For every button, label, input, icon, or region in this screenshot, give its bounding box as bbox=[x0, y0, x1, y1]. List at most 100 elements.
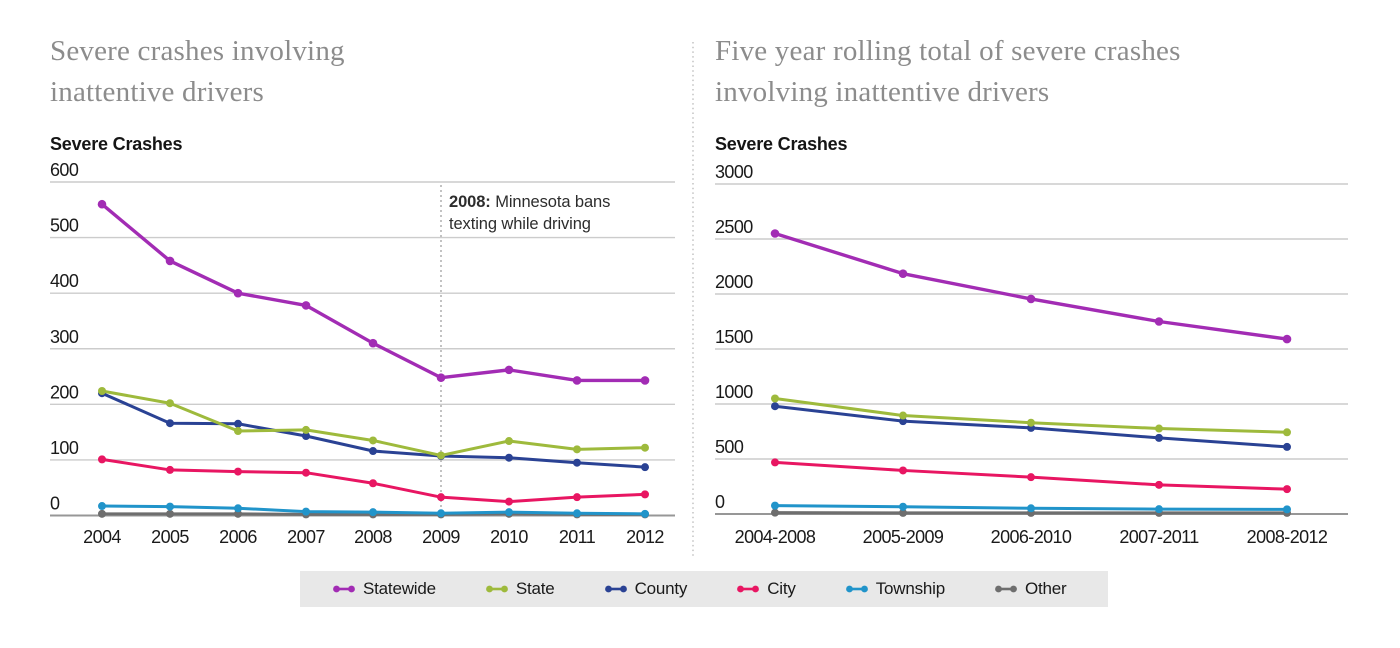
left-chart-point-township-2009 bbox=[437, 509, 445, 518]
legend-item-city: City bbox=[736, 579, 796, 599]
right-chart-xtick-2007-2011: 2007-2011 bbox=[1119, 527, 1199, 547]
right-chart-point-city-2005-2009 bbox=[899, 466, 907, 475]
left-chart-point-state-2005 bbox=[166, 399, 174, 408]
left-chart-point-statewide-2009 bbox=[436, 373, 446, 382]
legend-marker-city-icon bbox=[737, 585, 760, 593]
right-chart-series-statewide bbox=[773, 231, 1289, 341]
right-chart-ytick-2000: 2000 bbox=[715, 272, 753, 292]
right-chart-point-city-2008-2012 bbox=[1283, 485, 1291, 494]
right-chart-point-statewide-2006-2010 bbox=[1026, 294, 1036, 304]
left-chart-xtick-2006: 2006 bbox=[219, 527, 257, 547]
legend-label: City bbox=[767, 579, 796, 598]
legend-marker-county-icon bbox=[604, 585, 627, 593]
left-chart-point-statewide-2007 bbox=[301, 301, 311, 310]
legend: Statewide State County City Township Other bbox=[300, 571, 1108, 607]
left-chart-point-county-2011 bbox=[573, 458, 581, 467]
left-chart-ytick-0: 0 bbox=[50, 494, 60, 514]
right-chart-ytick-2500: 2500 bbox=[715, 217, 753, 237]
right-chart-point-state-2006-2010 bbox=[1027, 418, 1035, 427]
left-chart-point-township-2004 bbox=[98, 502, 106, 511]
right-chart-point-state-2004-2008 bbox=[771, 394, 779, 403]
right-chart-point-state-2007-2011 bbox=[1155, 424, 1163, 433]
right-chart-title-line2: involving inattentive drivers bbox=[715, 76, 1050, 108]
left-chart-ytick-300: 300 bbox=[50, 327, 79, 347]
left-chart-point-county-2008 bbox=[369, 447, 377, 456]
left-chart-point-city-2007 bbox=[302, 468, 310, 477]
right-chart-xtick-2006-2010: 2006-2010 bbox=[991, 527, 1072, 547]
legend-item-state: State bbox=[485, 579, 555, 599]
annotation-line2: texting while driving bbox=[449, 215, 591, 233]
left-chart-point-state-2006 bbox=[234, 427, 242, 436]
right-chart-point-statewide-2005-2009 bbox=[898, 269, 908, 278]
right-chart-point-statewide-2004-2008 bbox=[770, 229, 780, 238]
left-chart-point-state-2012 bbox=[641, 443, 649, 452]
left-chart-point-city-2010 bbox=[505, 497, 513, 506]
right-chart-point-township-2005-2009 bbox=[899, 502, 907, 511]
right-chart-point-county-2008-2012 bbox=[1283, 442, 1291, 451]
left-chart-point-county-2012 bbox=[641, 463, 649, 472]
right-chart-ytick-500: 500 bbox=[715, 437, 744, 457]
left-chart-title-line1: Severe crashes involving bbox=[50, 35, 345, 67]
right-chart-point-county-2007-2011 bbox=[1155, 433, 1163, 442]
left-chart-point-city-2009 bbox=[437, 493, 445, 502]
legend-label: Statewide bbox=[363, 579, 436, 598]
left-y-axis-title: Severe Crashes bbox=[50, 134, 183, 154]
left-chart-ytick-500: 500 bbox=[50, 216, 79, 236]
right-chart-point-state-2008-2012 bbox=[1283, 428, 1291, 437]
right-chart-point-city-2004-2008 bbox=[771, 458, 779, 467]
left-chart-point-state-2004 bbox=[98, 386, 106, 395]
left-chart-point-statewide-2011 bbox=[572, 376, 582, 385]
right-chart-point-statewide-2007-2011 bbox=[1154, 317, 1164, 326]
left-chart-point-city-2011 bbox=[573, 493, 581, 502]
left-chart-point-township-2005 bbox=[166, 502, 174, 511]
right-chart-point-statewide-2008-2012 bbox=[1282, 334, 1292, 344]
right-chart-xtick-2008-2012: 2008-2012 bbox=[1247, 527, 1328, 547]
left-chart-ytick-200: 200 bbox=[50, 382, 79, 402]
left-chart-point-statewide-2008 bbox=[368, 338, 378, 348]
right-chart-point-city-2006-2010 bbox=[1027, 473, 1035, 482]
legend-label: Township bbox=[875, 579, 945, 598]
right-chart-ytick-1000: 1000 bbox=[715, 382, 753, 402]
legend-label: Other bbox=[1025, 579, 1067, 598]
left-chart-point-township-2011 bbox=[573, 509, 581, 518]
left-chart-point-state-2011 bbox=[573, 445, 581, 454]
left-chart-ytick-100: 100 bbox=[50, 438, 79, 458]
legend-label: State bbox=[515, 579, 555, 598]
left-chart-point-township-2010 bbox=[505, 508, 513, 517]
left-chart-point-city-2004 bbox=[98, 455, 106, 464]
left-chart-point-statewide-2012 bbox=[640, 376, 650, 385]
right-chart-point-state-2005-2009 bbox=[899, 411, 907, 420]
right-chart-point-township-2006-2010 bbox=[1027, 504, 1035, 513]
legend-label: County bbox=[634, 579, 688, 598]
right-chart-title-line1: Five year rolling total of severe crashe… bbox=[715, 35, 1181, 67]
left-chart-xtick-2004: 2004 bbox=[83, 527, 121, 547]
right-chart-point-county-2004-2008 bbox=[771, 402, 779, 411]
annotation-year: 2008: bbox=[449, 193, 491, 211]
right-chart-point-city-2007-2011 bbox=[1155, 480, 1163, 489]
left-chart-point-township-2006 bbox=[234, 504, 242, 513]
right-y-axis-title: Severe Crashes bbox=[715, 134, 848, 154]
right-chart-ytick-3000: 3000 bbox=[715, 162, 753, 182]
legend-item-statewide: Statewide bbox=[332, 579, 436, 599]
right-chart-xtick-2004-2008: 2004-2008 bbox=[735, 527, 816, 547]
left-chart-point-state-2010 bbox=[505, 437, 513, 446]
right-chart-title: Five year rolling total of severe crashe… bbox=[715, 31, 1181, 113]
left-chart-xtick-2005: 2005 bbox=[151, 527, 189, 547]
left-chart-point-county-2010 bbox=[505, 453, 513, 462]
legend-marker-state-icon bbox=[485, 585, 508, 593]
left-chart-xtick-2012: 2012 bbox=[626, 527, 664, 547]
left-chart-xtick-2011: 2011 bbox=[559, 527, 596, 547]
left-chart-point-city-2006 bbox=[234, 467, 242, 476]
left-chart-point-statewide-2004 bbox=[97, 199, 107, 209]
left-chart-point-other-2005 bbox=[166, 509, 174, 518]
right-chart-point-township-2004-2008 bbox=[771, 501, 779, 510]
right-chart-point-county-2005-2009 bbox=[899, 417, 907, 426]
left-chart-point-county-2005 bbox=[166, 419, 174, 428]
left-chart-point-statewide-2005 bbox=[165, 256, 175, 266]
legend-item-township: Township bbox=[845, 579, 945, 599]
left-chart-point-township-2008 bbox=[369, 508, 377, 517]
left-chart-point-county-2006 bbox=[234, 419, 242, 428]
left-chart-xtick-2009: 2009 bbox=[422, 527, 460, 547]
